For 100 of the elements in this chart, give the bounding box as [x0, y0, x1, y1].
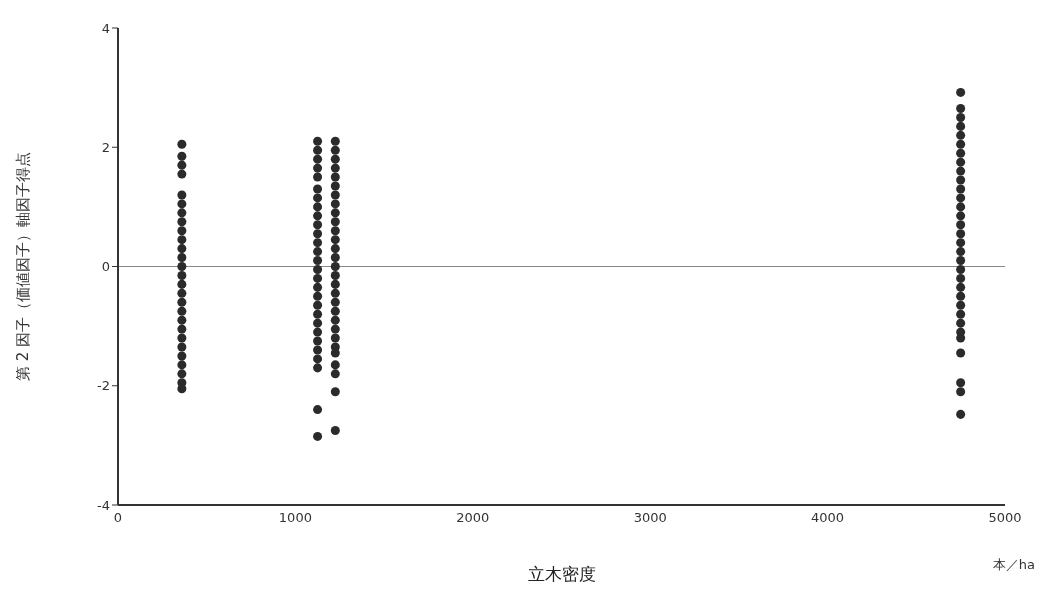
point [313, 354, 323, 364]
point [313, 291, 323, 301]
point [177, 369, 187, 379]
point [330, 181, 340, 191]
point [313, 327, 323, 337]
point [956, 238, 966, 248]
point [330, 270, 340, 280]
point [330, 163, 340, 173]
point [956, 166, 966, 176]
y-tick-label: -2 [97, 378, 110, 394]
point [177, 288, 187, 298]
point [330, 288, 340, 298]
point [313, 172, 323, 182]
point [330, 226, 340, 236]
point [177, 279, 187, 289]
point [177, 151, 187, 161]
point [177, 217, 187, 227]
point [177, 244, 187, 254]
point [330, 315, 340, 325]
point [330, 333, 340, 343]
point [177, 351, 187, 361]
y-tick-label: -4 [97, 497, 110, 513]
point [330, 145, 340, 155]
point [313, 309, 323, 319]
point [313, 154, 323, 164]
point [177, 306, 187, 316]
point [313, 264, 323, 274]
point [956, 256, 966, 266]
x-tick-label: 2000 [456, 510, 490, 526]
point [177, 208, 187, 218]
point [177, 169, 187, 179]
point [313, 345, 323, 355]
point [177, 199, 187, 209]
point [330, 360, 340, 370]
point [313, 405, 323, 415]
point [956, 193, 966, 203]
point [313, 184, 323, 194]
point [177, 253, 187, 263]
text: 本／ha [992, 556, 1035, 574]
y-axis-title: 第 2 因子（価値因子）軸因子得点 [14, 151, 33, 382]
point [330, 369, 340, 379]
point [330, 199, 340, 209]
point [313, 273, 323, 283]
point [330, 235, 340, 245]
point [177, 226, 187, 236]
point [177, 160, 187, 170]
point [177, 261, 187, 272]
point [313, 300, 323, 310]
point [330, 324, 340, 334]
point [313, 229, 323, 239]
point [956, 121, 966, 131]
point [956, 300, 966, 310]
point [956, 309, 966, 319]
point [956, 291, 966, 301]
point [330, 244, 340, 254]
point [956, 211, 966, 221]
point [330, 425, 340, 435]
point [330, 297, 340, 307]
x-axis-title: 立木密度 [527, 564, 596, 584]
point [177, 315, 187, 325]
point [313, 431, 323, 441]
point [177, 360, 187, 370]
point [313, 256, 323, 266]
point [330, 217, 340, 227]
y-tick-label: 0 [101, 259, 110, 275]
point [330, 172, 340, 182]
point [956, 409, 966, 419]
x-tick-label: 5000 [988, 510, 1022, 526]
point [330, 190, 340, 200]
point [956, 103, 966, 113]
y-tick-label: 2 [101, 139, 110, 155]
point [956, 175, 966, 185]
point [313, 163, 323, 173]
point [177, 324, 187, 334]
point [956, 247, 966, 257]
point [956, 202, 966, 212]
x-tick-label: 1000 [278, 510, 312, 526]
x-tick-label: 4000 [811, 510, 845, 526]
x-tick-label: 0 [113, 510, 123, 526]
point [330, 387, 340, 397]
point [313, 145, 323, 155]
point [956, 378, 966, 388]
point [956, 112, 966, 122]
point [177, 270, 187, 280]
point [956, 348, 966, 358]
point [956, 157, 966, 167]
point [330, 154, 340, 164]
point [177, 384, 187, 394]
point [177, 235, 187, 245]
point [330, 253, 340, 263]
point [313, 282, 323, 292]
point [313, 363, 323, 373]
point [330, 261, 340, 272]
point [956, 220, 966, 230]
point [330, 136, 340, 146]
point [313, 336, 323, 346]
point [956, 264, 966, 274]
point [956, 139, 966, 149]
point [956, 184, 966, 194]
point [313, 318, 323, 328]
